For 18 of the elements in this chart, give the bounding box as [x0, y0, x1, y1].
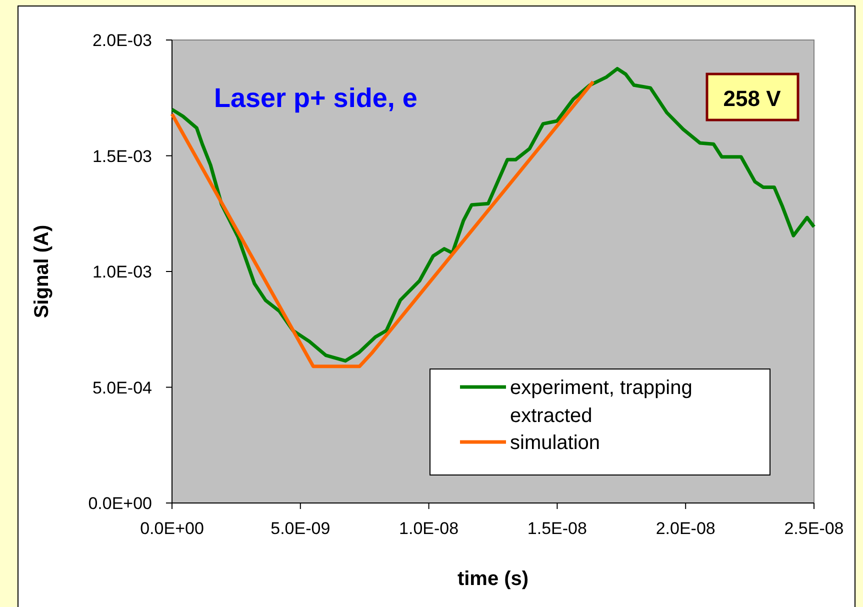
x-tick-label: 1.5E-08: [527, 519, 587, 538]
x-axis-title: time (s): [457, 568, 529, 590]
y-tick-label: 1.5E-03: [92, 146, 152, 166]
y-tick-label: 0.0E+00: [88, 494, 152, 513]
line-series: [170, 80, 595, 368]
annotation: Laser p+ side, e: [214, 83, 418, 113]
x-tick-label: 2.5E-08: [784, 519, 844, 538]
annotation: 258 V: [723, 86, 782, 111]
legend-label: simulation: [510, 432, 600, 454]
x-tick-label: 0.0E+00: [140, 519, 204, 538]
x-tick-label: 1.0E-08: [399, 519, 459, 538]
y-tick-label: 5.0E-04: [92, 378, 152, 398]
x-tick-label: 2.0E-08: [656, 519, 716, 538]
line-series: [170, 66, 816, 363]
x-tick-label: 5.0E-09: [270, 519, 330, 538]
y-tick-label: 2.0E-03: [92, 31, 152, 50]
y-tick-label: 1.0E-03: [92, 262, 152, 282]
y-axis-title: Signal (A): [31, 224, 53, 318]
